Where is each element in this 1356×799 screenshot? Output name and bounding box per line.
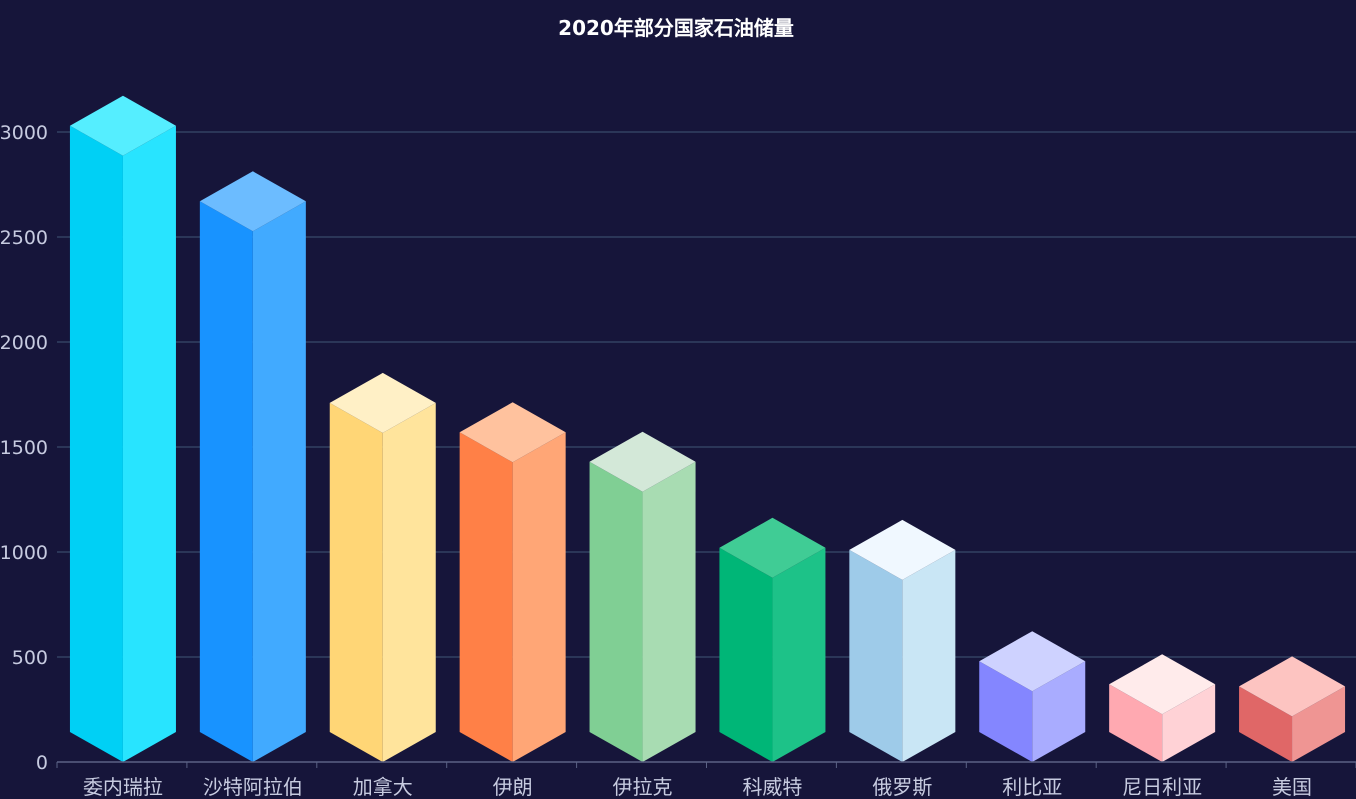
x-category-label: 科威特 [742, 775, 802, 799]
chart-title: 2020年部分国家石油储量 [558, 16, 794, 40]
x-category-label: 美国 [1272, 775, 1312, 799]
x-category-label: 尼日利亚 [1122, 775, 1202, 799]
bar-right-face [512, 432, 566, 762]
x-category-label: 俄罗斯 [872, 775, 932, 799]
bar-left-face [329, 402, 383, 762]
y-tick-label: 2000 [0, 332, 48, 354]
y-tick-label: 1500 [0, 437, 48, 459]
bar-top-face [69, 95, 176, 156]
bar-right-face [1162, 684, 1216, 762]
bar-left-face [199, 201, 253, 763]
bar-top-face [459, 402, 566, 463]
bar-right-face [642, 461, 696, 762]
x-category-label: 伊朗 [493, 775, 533, 799]
y-tick-label: 500 [12, 647, 48, 669]
x-category-label: 利比亚 [1002, 775, 1062, 799]
bar-top-face [1109, 654, 1216, 715]
y-tick-label: 2500 [0, 227, 48, 249]
bar [849, 519, 956, 762]
bar-right-face [1292, 686, 1346, 762]
bar-top-face [589, 431, 696, 492]
bars [69, 95, 1346, 763]
bar-right-face [122, 125, 176, 762]
bar-top-face [1239, 656, 1346, 717]
x-category-label: 伊拉克 [613, 775, 673, 799]
bar-right-face [902, 549, 956, 762]
bar [589, 431, 696, 762]
y-tick-label: 0 [36, 752, 48, 774]
bar [329, 372, 436, 762]
y-tick-label: 1000 [0, 542, 48, 564]
x-category-label: 委内瑞拉 [83, 775, 163, 799]
y-axis-ticks: 0 500 1000 1500 2000 2500 3000 [0, 122, 48, 774]
x-axis-categories: 委内瑞拉 沙特阿拉伯 加拿大 伊朗 伊拉克 科威特 俄罗斯 利比亚 尼日利亚 美国 [83, 775, 1312, 799]
bar-left-face [719, 547, 773, 762]
bar-right-face [252, 201, 306, 763]
bar-top-face [849, 519, 956, 580]
x-category-label: 沙特阿拉伯 [203, 775, 303, 799]
bar-left-face [979, 661, 1033, 762]
bar-right-face [1032, 661, 1086, 762]
bar-left-face [69, 125, 123, 762]
bar-left-face [849, 549, 903, 762]
bar-top-face [719, 517, 826, 578]
bar [719, 517, 826, 762]
bar-right-face [772, 547, 826, 762]
bar [979, 631, 1086, 762]
bar [1109, 654, 1216, 762]
bar [459, 402, 566, 762]
bar-right-face [382, 402, 436, 762]
x-axis [56, 761, 1356, 768]
bar-top-face [199, 171, 306, 232]
bar-left-face [589, 461, 643, 762]
bar-left-face [1239, 686, 1293, 762]
bar-top-face [329, 372, 436, 433]
bar-left-face [1109, 684, 1163, 762]
bar-top-face [979, 631, 1086, 692]
bar [69, 95, 176, 762]
bar-left-face [459, 432, 513, 762]
x-category-label: 加拿大 [353, 775, 413, 799]
bar [199, 171, 306, 763]
y-tick-label: 3000 [0, 122, 48, 144]
bar [1239, 656, 1346, 762]
